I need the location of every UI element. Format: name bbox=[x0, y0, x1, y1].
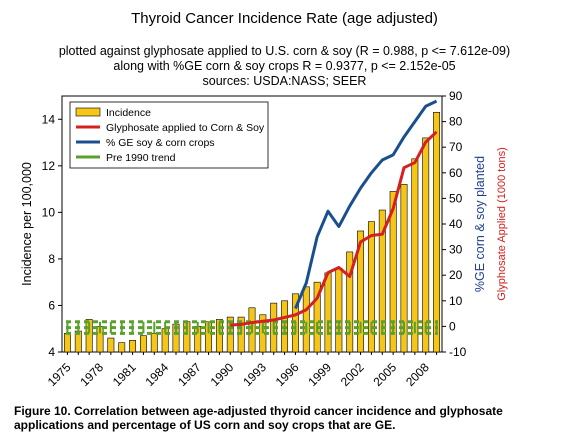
x-axis-tick-label: 1981 bbox=[110, 360, 139, 389]
right-axis-tick-label: 30 bbox=[449, 243, 463, 257]
bar-incidence bbox=[422, 137, 430, 353]
bar-incidence bbox=[107, 337, 115, 353]
x-axis-tick-label: 1975 bbox=[45, 360, 74, 389]
right-axis-title-glyphosate: Glyphosate Applied (1000 tons) bbox=[496, 147, 508, 301]
bar-incidence bbox=[139, 335, 147, 353]
left-axis-tick-label: 10 bbox=[42, 205, 56, 219]
chart-subtitle-line-1: plotted against glyphosate applied to U.… bbox=[58, 44, 511, 58]
x-axis-tick-label: 1996 bbox=[273, 360, 302, 389]
bar-incidence bbox=[150, 333, 158, 353]
x-axis-tick-label: 1990 bbox=[208, 360, 237, 389]
chart-subtitle-line-2: along with %GE corn & soy crops R = 0.93… bbox=[113, 59, 456, 73]
x-axis-tick-label: 2008 bbox=[403, 360, 432, 389]
legend-label: % GE soy & corn crops bbox=[106, 137, 215, 149]
right-axis-tick-label: 0 bbox=[449, 319, 456, 333]
line-glyphosate bbox=[230, 130, 438, 327]
x-axis-tick-label: 1984 bbox=[142, 360, 171, 389]
legend-label: Incidence bbox=[106, 107, 151, 119]
x-axis-tick-label: 1999 bbox=[305, 360, 334, 389]
x-axis-tick-label: 2005 bbox=[370, 360, 399, 389]
right-axis-tick-label: 60 bbox=[449, 166, 463, 180]
bar-incidence bbox=[129, 340, 137, 353]
x-axis-tick-label: 1987 bbox=[175, 360, 204, 389]
right-axis-title-ge: %GE corn & soy planted bbox=[473, 156, 487, 292]
left-axis-tick-label: 6 bbox=[48, 298, 55, 312]
legend-box bbox=[69, 101, 269, 169]
line-ge-crops bbox=[294, 99, 438, 310]
legend-swatch-incidence bbox=[75, 107, 101, 117]
right-axis-tick-label: 70 bbox=[449, 140, 463, 154]
right-axis-tick-label: 90 bbox=[449, 89, 463, 103]
right-axis-tick-label: 10 bbox=[449, 294, 463, 308]
x-axis-tick-label: 1978 bbox=[77, 360, 106, 389]
right-axis-tick-label: 80 bbox=[449, 115, 463, 129]
bar-incidence bbox=[118, 342, 126, 353]
x-axis-tick-label: 1993 bbox=[240, 360, 269, 389]
left-axis-title: Incidence per 100,000 bbox=[20, 162, 34, 286]
bar-incidence bbox=[324, 272, 332, 353]
left-axis-tick-label: 4 bbox=[48, 345, 55, 359]
right-axis-tick-label: 40 bbox=[449, 217, 463, 231]
right-axis-tick-label: 50 bbox=[449, 191, 463, 205]
chart-title: Thyroid Cancer Incidence Rate (age adjus… bbox=[131, 10, 438, 27]
legend-label: Glyphosate applied to Corn & Soy bbox=[106, 122, 265, 134]
left-axis-tick-label: 8 bbox=[48, 252, 55, 266]
chart-subtitle-line-3: sources: USDA:NASS; SEER bbox=[202, 74, 367, 88]
bar-incidence bbox=[63, 333, 71, 353]
left-axis-tick-label: 12 bbox=[42, 159, 56, 173]
right-axis-tick-label: 20 bbox=[449, 268, 463, 282]
right-axis-tick-label: -10 bbox=[449, 345, 467, 359]
bar-incidence bbox=[335, 267, 343, 353]
legend-label: Pre 1990 trend bbox=[106, 152, 176, 164]
bar-incidence bbox=[433, 111, 441, 353]
figure-caption: Figure 10. Correlation between age-adjus… bbox=[14, 404, 503, 432]
x-axis-tick-label: 2002 bbox=[338, 360, 367, 389]
left-axis-tick-label: 14 bbox=[42, 112, 56, 126]
bar-incidence bbox=[302, 286, 310, 353]
